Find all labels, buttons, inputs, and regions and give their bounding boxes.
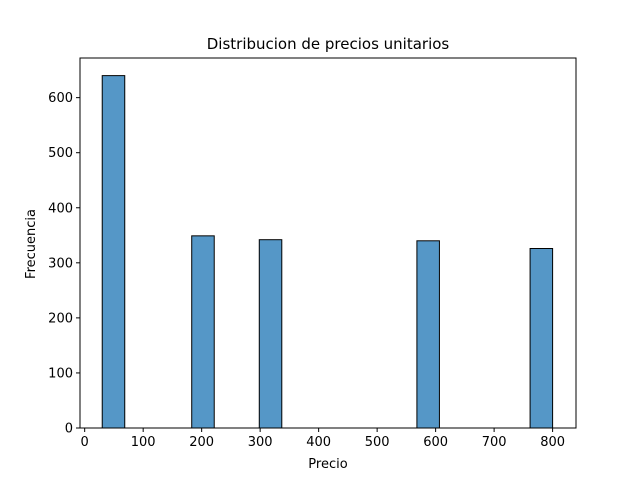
- x-tick-label-7: 700: [482, 435, 507, 450]
- x-tick-label-6: 600: [423, 435, 448, 450]
- y-tick-label-0: 0: [65, 422, 73, 437]
- y-tick-label-5: 500: [48, 146, 73, 161]
- x-tick-label-0: 0: [81, 435, 89, 450]
- y-tick-label-2: 200: [48, 311, 73, 326]
- y-axis-label: Frecuencia: [24, 209, 39, 279]
- chart-title: Distribucion de precios unitarios: [207, 35, 450, 53]
- x-tick-label-4: 400: [306, 435, 331, 450]
- y-tick-label-3: 300: [48, 256, 73, 271]
- x-tick-label-5: 500: [365, 435, 390, 450]
- x-axis-ticks: 0 100 200 300 400 500 600 700 800: [81, 428, 565, 450]
- x-tick-label-8: 800: [540, 435, 565, 450]
- histogram-bar-4: [529, 248, 554, 429]
- x-tick-label-3: 300: [248, 435, 273, 450]
- bars-group: [101, 75, 554, 429]
- y-tick-label-6: 600: [48, 91, 73, 106]
- x-tick-label-1: 100: [131, 435, 156, 450]
- plot-frame: [79, 57, 577, 429]
- y-axis-ticks: 0 100 200 300 400 500 600: [48, 91, 80, 437]
- histogram-bar-0: [101, 75, 126, 429]
- histogram-bar-3: [416, 240, 440, 429]
- y-tick-label-1: 100: [48, 366, 73, 381]
- histogram-bar-2: [258, 239, 283, 429]
- y-tick-label-4: 400: [48, 201, 73, 216]
- x-tick-label-2: 200: [189, 435, 214, 450]
- histogram-bar-1: [191, 235, 215, 429]
- x-axis-label: Precio: [308, 457, 347, 472]
